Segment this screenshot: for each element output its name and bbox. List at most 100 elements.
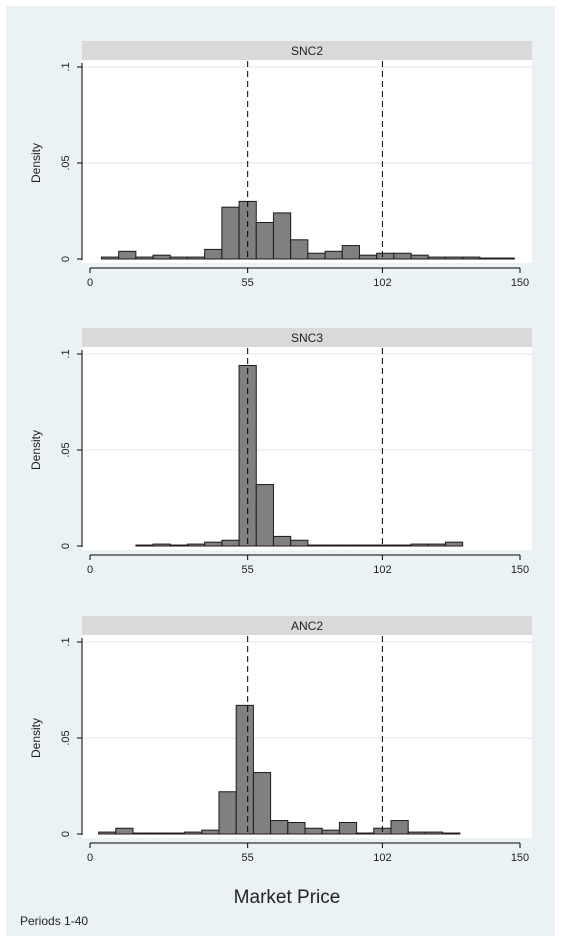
histogram-bar — [115, 827, 134, 835]
y-axis-title: Density — [29, 430, 43, 470]
y-axis-title: Density — [29, 718, 43, 758]
histogram-bar — [118, 250, 137, 260]
x-tick-label: 102 — [373, 564, 391, 576]
histogram-bar — [358, 254, 378, 260]
histogram-bar — [132, 832, 151, 835]
y-tick-label: .05 — [60, 730, 72, 745]
panel-anc2: ANC2 0 .05 .1 0 55 102 150 Density — [29, 616, 532, 864]
x-tick-label: 0 — [87, 564, 93, 576]
panel-title: SNC2 — [291, 44, 323, 58]
histogram-bar — [272, 535, 292, 547]
x-tick-label: 102 — [373, 852, 391, 864]
histogram-bar — [393, 252, 412, 260]
histogram-bar — [324, 544, 343, 547]
histogram-bar — [427, 543, 446, 547]
histogram-bar — [393, 544, 412, 547]
histogram-bar — [390, 820, 409, 835]
plot-area — [82, 60, 532, 263]
panel-strip — [82, 41, 532, 60]
x-tick-label: 150 — [511, 564, 529, 576]
histogram-bar — [169, 544, 188, 547]
panel-title: ANC2 — [291, 619, 323, 633]
panel-strip — [82, 328, 532, 347]
histogram-bar — [252, 772, 272, 835]
histogram-bar — [307, 252, 326, 260]
histogram-bar — [496, 257, 515, 260]
histogram-bar — [341, 245, 360, 260]
x-tick-label: 55 — [242, 852, 254, 864]
histogram-bar — [235, 704, 254, 835]
histogram-bar — [255, 484, 274, 547]
histogram-bar — [152, 543, 171, 547]
y-tick-label: 0 — [60, 831, 72, 837]
periods-note: Periods 1-40 — [20, 914, 88, 928]
y-tick-label: .1 — [60, 637, 72, 646]
histogram-bar — [238, 365, 257, 547]
histogram-bar — [186, 543, 206, 547]
histogram-bar — [358, 544, 378, 547]
x-tick-label: 0 — [87, 852, 93, 864]
histogram-bar — [444, 541, 464, 547]
panel-snc3: SNC3 0 .05 .1 0 55 102 150 Density — [29, 328, 532, 576]
histogram-bar — [204, 248, 223, 260]
panel-strip — [82, 616, 532, 635]
histogram-bar — [218, 791, 237, 835]
histogram-bar — [221, 206, 240, 260]
plot-area — [82, 347, 532, 550]
histogram-bar — [442, 832, 461, 835]
panel-snc2: SNC2 0 .05 .1 0 55 102 150 Density — [29, 41, 532, 289]
panel-title: SNC3 — [291, 331, 323, 345]
histogram-bar — [135, 544, 154, 547]
histogram-bar — [410, 543, 429, 547]
histogram-bar — [287, 821, 306, 835]
histogram-bar — [186, 256, 206, 260]
y-tick-label: 0 — [60, 543, 72, 549]
histogram-bar — [321, 829, 340, 835]
histogram-bar — [356, 832, 375, 835]
x-tick-label: 0 — [87, 277, 93, 289]
histogram-bar — [272, 212, 292, 260]
x-tick-label: 55 — [242, 277, 254, 289]
y-axis-title: Density — [29, 143, 43, 183]
histogram-bar — [270, 820, 289, 835]
histogram-bar — [307, 544, 326, 547]
histogram-bar — [169, 256, 188, 260]
histogram-bar — [407, 831, 426, 835]
histogram-bar — [290, 539, 309, 547]
histogram-bar — [135, 256, 154, 260]
histogram-bar — [341, 544, 360, 547]
y-tick-label: .1 — [60, 349, 72, 358]
histogram-bar — [376, 252, 395, 260]
histogram-bar — [221, 539, 240, 547]
histogram-bar — [98, 831, 117, 835]
y-tick-label: 0 — [60, 256, 72, 262]
histogram-bar — [100, 256, 120, 260]
x-tick-label: 102 — [373, 277, 391, 289]
y-tick-label: .1 — [60, 62, 72, 71]
panel-group: SNC2 0 .05 .1 0 55 102 150 Density SNC3 0 .05 .1 0 55 1… — [29, 41, 532, 864]
histogram-bar — [324, 250, 343, 260]
histogram-bar — [376, 544, 395, 547]
histogram-bar — [204, 541, 223, 547]
histogram-bar — [424, 831, 444, 835]
histogram-bar — [427, 256, 446, 260]
histogram-bar — [304, 827, 323, 835]
histogram-bar — [149, 832, 168, 835]
x-tick-label: 150 — [511, 852, 529, 864]
histogram-bar — [152, 254, 171, 260]
histogram-bar — [201, 829, 220, 835]
histogram-bar — [444, 256, 464, 260]
y-tick-label: .05 — [60, 155, 72, 170]
y-tick-label: .05 — [60, 442, 72, 457]
x-tick-label: 55 — [242, 564, 254, 576]
x-tick-label: 150 — [511, 277, 529, 289]
plot-area — [82, 635, 532, 838]
histogram-bar — [338, 821, 358, 835]
histogram-bar — [255, 222, 274, 260]
histogram-bar — [479, 257, 498, 260]
histogram-bar — [462, 256, 481, 260]
histogram-bar — [166, 832, 186, 835]
histogram-bar — [238, 200, 257, 260]
